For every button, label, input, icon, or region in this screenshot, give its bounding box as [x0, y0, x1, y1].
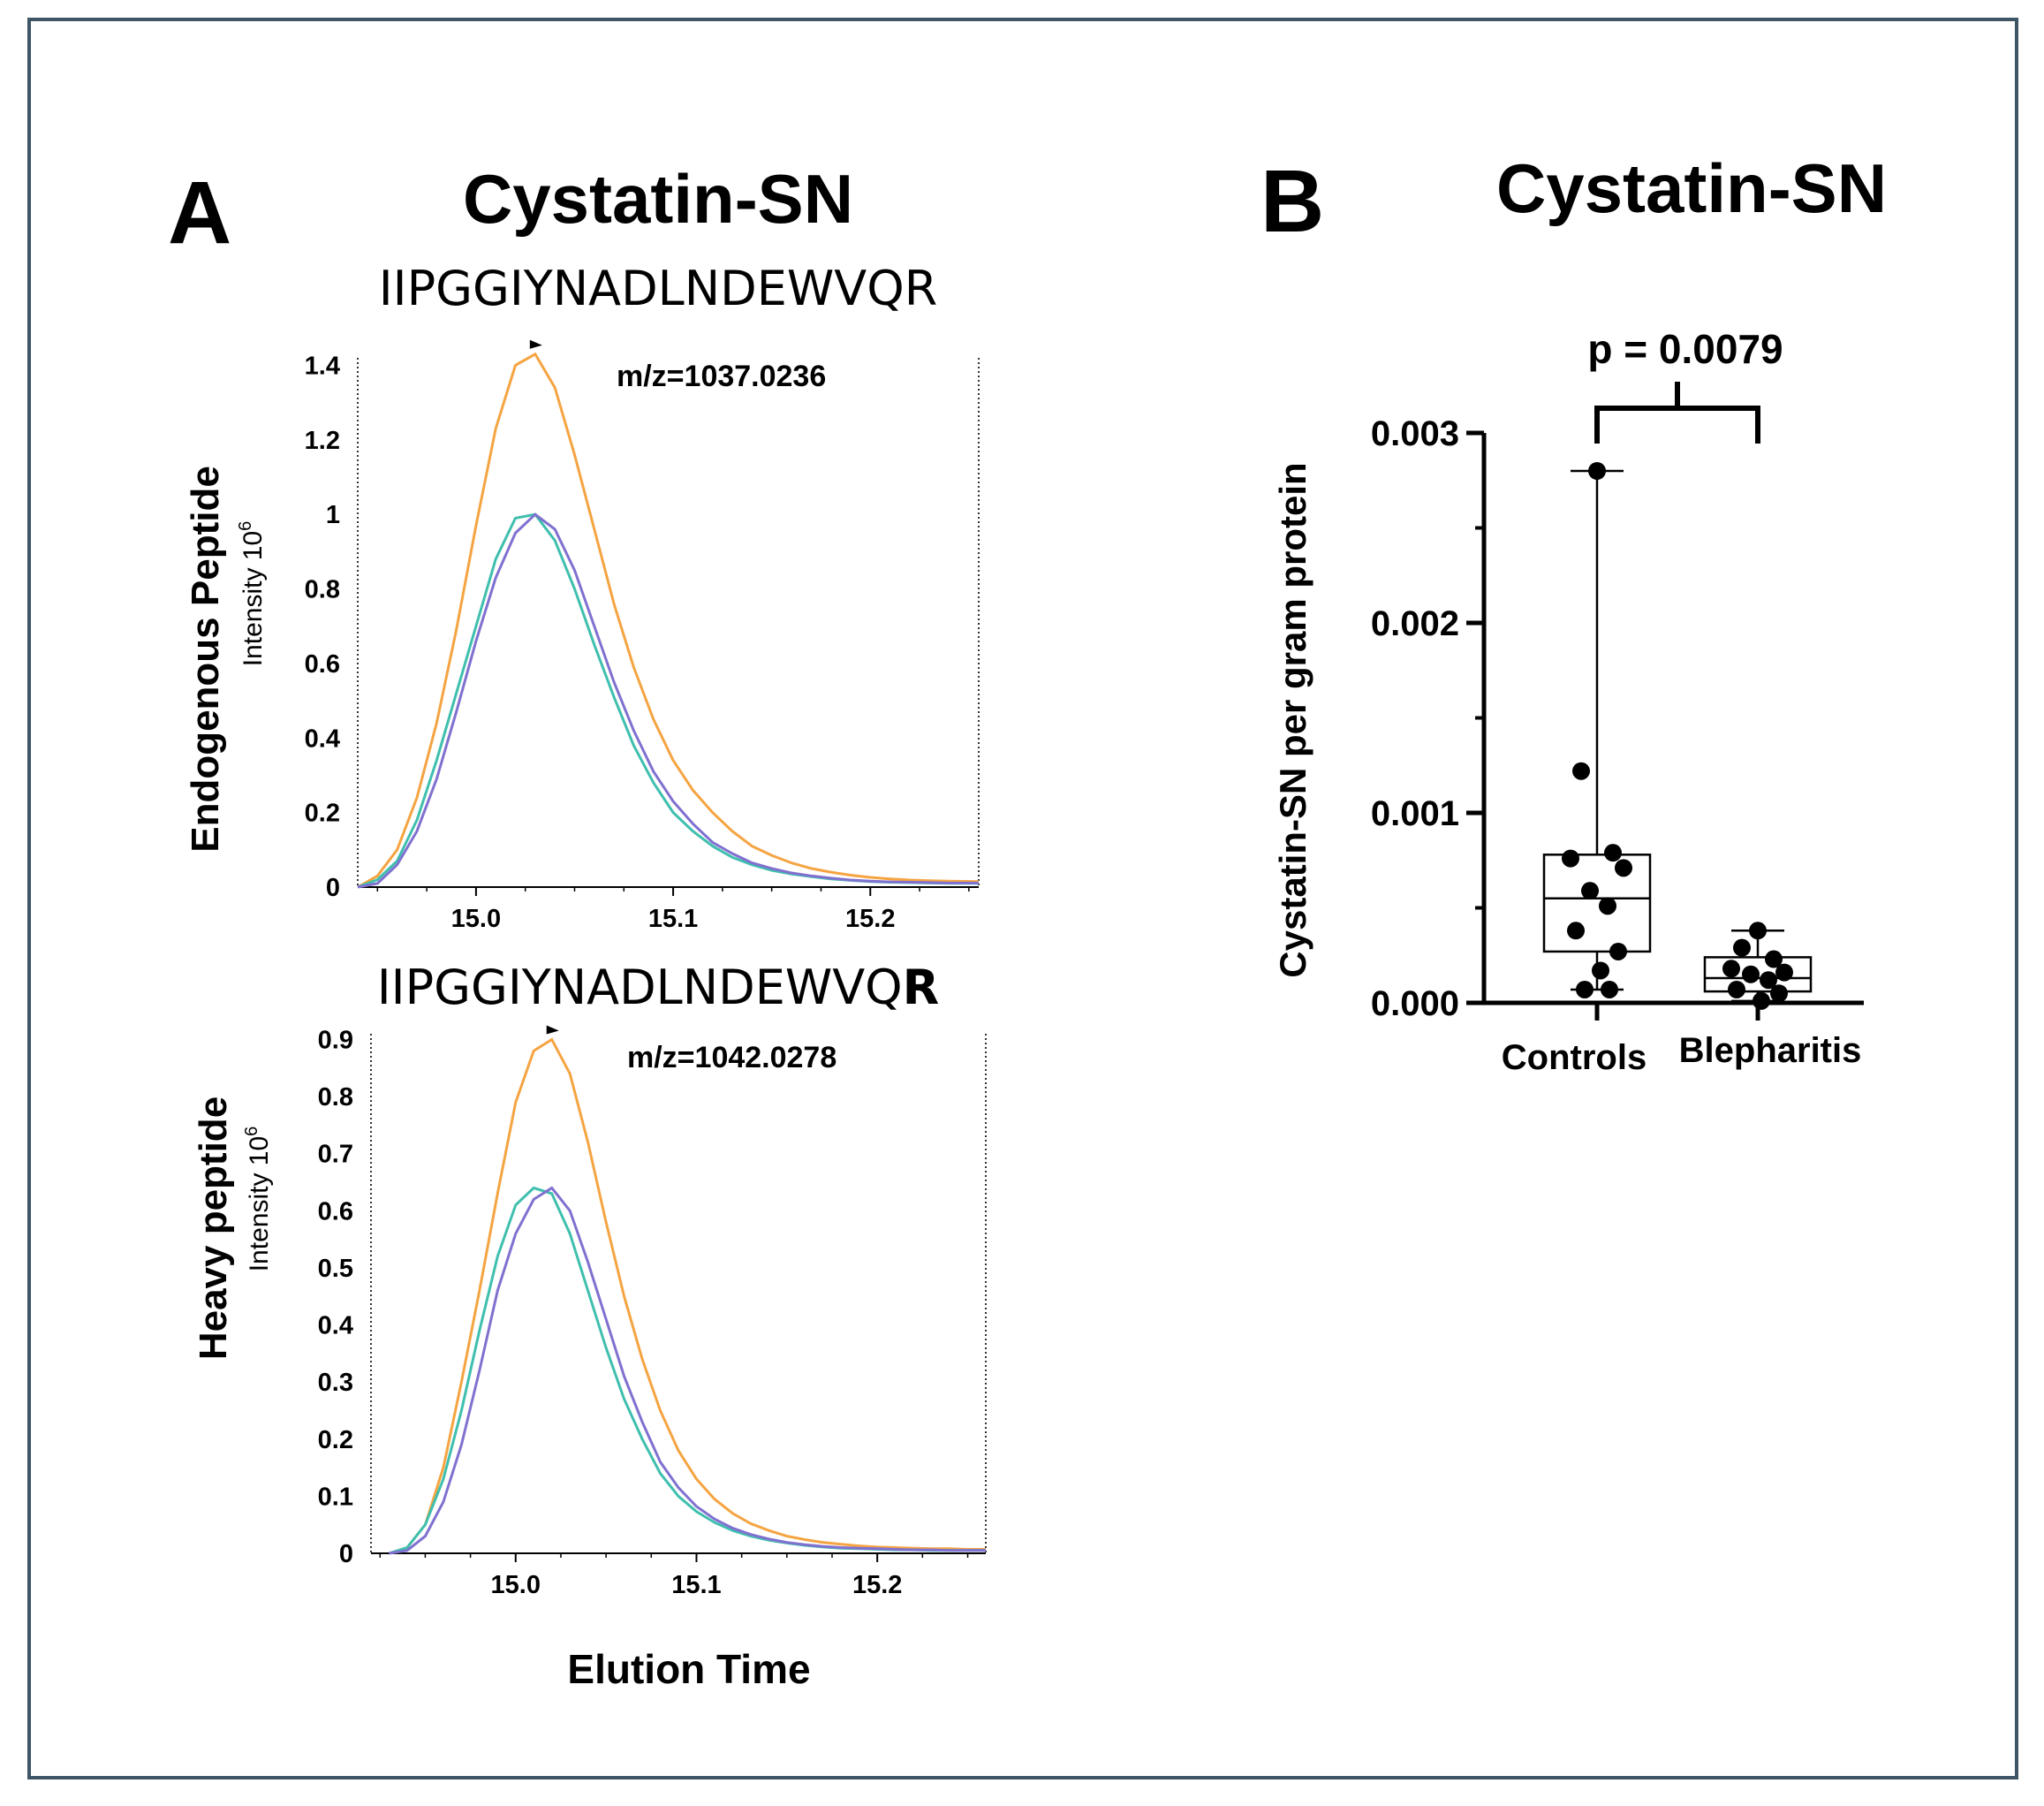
blepharitis-data-point: [1760, 971, 1777, 990]
figure-frame: [27, 18, 2018, 1779]
heavy-peptide-label-residue: R: [903, 960, 940, 1015]
blepharitis-data-point: [1765, 950, 1783, 968]
box-ytick-label: 0.002: [1371, 604, 1459, 643]
controls-box: [1542, 854, 1652, 953]
heavy-ytick-label: 0.3: [318, 1369, 353, 1397]
blepharitis-data-point: [1742, 965, 1760, 983]
endogenous-ytick-label: 1.4: [305, 352, 340, 380]
endogenous-ylabel-sup: 6: [236, 521, 255, 531]
heavy-ytick-label: 0: [339, 1540, 353, 1568]
endogenous-ytick-label: 1: [326, 501, 340, 529]
endogenous-ytick-label: 0: [326, 874, 340, 902]
blepharitis-data-point: [1770, 984, 1788, 1003]
heavy-ytick-label: 0.5: [318, 1255, 353, 1283]
controls-data-point: [1604, 844, 1622, 862]
blepharitis-data-point: [1775, 963, 1793, 982]
controls-data-point: [1609, 942, 1627, 960]
heavy-ytick-label: 0.9: [318, 1026, 353, 1054]
heavy-peptide-sequence: IIPGGIYNADLNDEWVQR: [377, 960, 940, 1015]
endogenous-ytick-label: 0.2: [305, 800, 340, 828]
panel-a-letter: A: [168, 163, 231, 262]
heavy-xtick-label: 15.1: [671, 1571, 721, 1599]
endogenous-xtick-label: 15.0: [451, 905, 501, 933]
significance-bracket: [1594, 406, 1760, 444]
endogenous-ytick-label: 0.6: [305, 650, 340, 679]
endogenous-chart: 0 0.2 0.4 0.6 0.8 1 1.2 1.4 15.0 15.1 15.2: [305, 339, 980, 933]
controls-data-point: [1572, 762, 1590, 780]
endogenous-ytick-label: 0.8: [305, 576, 340, 604]
heavy-ylabel-sub: Intensity 106: [242, 1127, 274, 1272]
controls-data-point: [1576, 980, 1594, 998]
box-ytick-label: 0.003: [1371, 414, 1459, 453]
endogenous-series-teal: [357, 512, 979, 889]
endogenous-apex-marker: [529, 339, 542, 349]
heavy-ytick-label: 0.2: [318, 1426, 353, 1454]
controls-data-point: [1588, 462, 1606, 480]
controls-data-point: [1599, 897, 1616, 915]
heavy-chart: 0 0.1 0.2 0.3 0.4 0.5 0.6 0.7 0.8 0.9 15.0 15.1 15.2: [318, 1025, 987, 1599]
endogenous-ylabel: Endogenous Peptide: [184, 466, 227, 853]
heavy-series-orange: [389, 1037, 986, 1555]
box-category-label: Controls: [1502, 1038, 1647, 1077]
blepharitis-data-point: [1728, 980, 1745, 998]
endogenous-xtick-label: 15.2: [845, 905, 895, 933]
box-ytick-label: 0.000: [1371, 984, 1459, 1023]
p-value-label: p = 0.0079: [1587, 326, 1783, 372]
endogenous-mz-annotation: m/z=1037.0236: [617, 360, 826, 393]
controls-data-point: [1601, 980, 1618, 998]
blepharitis-data-point: [1733, 938, 1751, 957]
endogenous-series-purple: [357, 512, 979, 889]
controls-data-point: [1592, 961, 1609, 980]
controls-data-point: [1615, 859, 1632, 877]
endogenous-xtick-label: 15.1: [648, 905, 698, 933]
heavy-ytick-label: 0.7: [318, 1141, 353, 1169]
box-ylabel: Cystatin-SN per gram protein: [1272, 462, 1313, 977]
heavy-ylabel-sup: 6: [242, 1127, 261, 1136]
heavy-xtick-label: 15.0: [491, 1571, 541, 1599]
endogenous-ylabel-sub-text: Intensity 10: [238, 531, 268, 666]
box-category-label: Blepharitis: [1679, 1031, 1862, 1070]
controls-data-point: [1581, 882, 1599, 900]
panel-a-title: Cystatin-SN: [463, 160, 853, 238]
blepharitis-data-point: [1753, 991, 1770, 1010]
heavy-mz-annotation: m/z=1042.0278: [627, 1041, 837, 1074]
panel-b-letter: B: [1260, 152, 1324, 251]
blepharitis-data-point: [1749, 922, 1767, 940]
panel-b-title: Cystatin-SN: [1496, 149, 1887, 227]
endogenous-series-orange: [357, 352, 980, 889]
heavy-ylabel-sub-text: Intensity 10: [245, 1136, 274, 1271]
heavy-peptide-sequence-main: IIPGGIYNADLNDEWVQ: [377, 960, 903, 1015]
heavy-ytick-label: 0.1: [318, 1483, 353, 1511]
blepharitis-data-point: [1722, 960, 1740, 978]
controls-data-point: [1567, 922, 1585, 940]
box-ytick-label: 0.001: [1371, 794, 1459, 833]
controls-data-point: [1562, 849, 1579, 868]
heavy-ytick-label: 0.4: [318, 1312, 353, 1340]
heavy-xtick-label: 15.2: [852, 1571, 902, 1599]
heavy-ytick-label: 0.6: [318, 1197, 353, 1226]
endogenous-ylabel-sub: Intensity 106: [236, 521, 268, 667]
heavy-apex-marker: [546, 1025, 559, 1035]
heavy-ylabel: Heavy peptide: [192, 1096, 235, 1360]
elution-time-xlabel: Elution Time: [567, 1646, 810, 1692]
endogenous-ytick-label: 0.4: [305, 725, 340, 753]
box-chart: 0.000 0.001 0.002 0.003 Controls Blepharitis: [1371, 382, 1864, 1077]
endogenous-peptide-sequence: IIPGGIYNADLNDEWVQR: [379, 261, 937, 316]
heavy-series-purple: [389, 1186, 986, 1555]
endogenous-ytick-label: 1.2: [305, 427, 340, 455]
heavy-ytick-label: 0.8: [318, 1083, 353, 1112]
